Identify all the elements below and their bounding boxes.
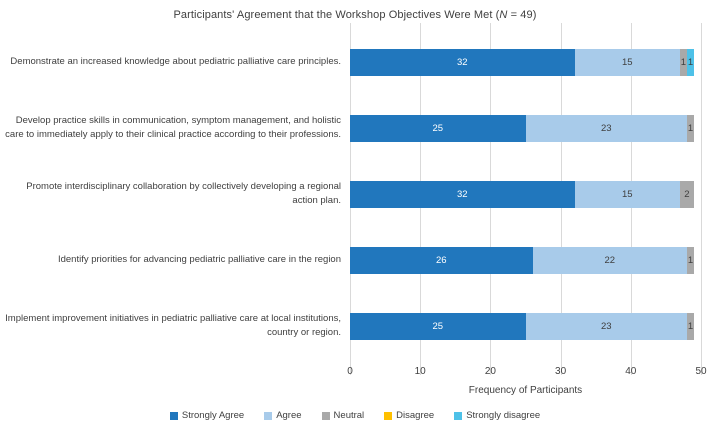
axis-spacer-2 — [0, 382, 350, 396]
bar-segment-strongly-agree: 32 — [350, 48, 575, 76]
bar-track: 25 23 1 — [350, 312, 701, 340]
bar-row: 25 23 1 — [350, 293, 701, 359]
category-label: Promote interdisciplinary collaboration … — [26, 181, 341, 206]
legend-swatch-icon — [384, 411, 393, 420]
bar-row: 25 23 1 — [350, 95, 701, 161]
bar-segment-agree: 15 — [574, 48, 680, 76]
segment-value-label: 22 — [604, 254, 616, 266]
segment-value-label: 1 — [687, 122, 694, 134]
segment-value-label: 1 — [687, 254, 694, 266]
bar-track: 25 23 1 — [350, 114, 701, 142]
segment-value-label: 2 — [684, 188, 690, 200]
segment-value-label: 23 — [600, 122, 612, 134]
legend-label: Neutral — [333, 410, 365, 421]
category-label: Implement improvement initiatives in ped… — [5, 313, 341, 338]
bar-segment-agree: 15 — [574, 180, 680, 208]
bar-segment-agree: 23 — [525, 312, 687, 340]
bars-container: 32 15 1 1 25 23 1 32 15 2 26 22 1 25 23 1 — [350, 29, 701, 359]
x-tick-label: 50 — [695, 366, 707, 377]
segment-value-label: 32 — [457, 56, 468, 68]
legend-swatch-icon — [454, 411, 463, 420]
chart-title: Participants' Agreement that the Worksho… — [0, 0, 710, 21]
legend-label: Agree — [276, 410, 302, 421]
category-label: Demonstrate an increased knowledge about… — [10, 56, 341, 68]
gridline — [701, 23, 702, 375]
bar-segment-strongly-agree: 25 — [350, 114, 526, 142]
legend-swatch-icon — [321, 411, 330, 420]
bar-row: 26 22 1 — [350, 227, 701, 293]
bar-segment-neutral: 2 — [679, 180, 694, 208]
axis-spacer — [0, 359, 350, 382]
chart-body: Demonstrate an increased knowledge about… — [0, 23, 710, 396]
x-tick-label: 30 — [555, 366, 567, 377]
bar-segment-strongly-agree: 26 — [350, 246, 533, 274]
legend-item-agree: Agree — [264, 410, 302, 421]
bar-row: 32 15 2 — [350, 161, 701, 227]
plot-area: 32 15 1 1 25 23 1 32 15 2 26 22 1 25 23 1 — [350, 23, 702, 375]
category-axis-labels: Demonstrate an increased knowledge about… — [0, 29, 350, 359]
chart-title-suffix: = 49) — [507, 9, 537, 21]
bar-segment-strongly-disagree: 1 — [686, 48, 694, 76]
bar-segment-neutral: 1 — [686, 114, 694, 142]
segment-value-label: 25 — [432, 122, 444, 134]
x-axis-tick-labels: 0 10 20 30 40 50 — [347, 366, 706, 382]
legend-item-disagree: Disagree — [384, 410, 434, 421]
chart-title-prefix: Participants' Agreement that the Worksho… — [173, 9, 500, 21]
segment-value-label: 23 — [600, 320, 612, 332]
bar-track: 26 22 1 — [350, 246, 701, 274]
category-label: Develop practice skills in communication… — [5, 115, 341, 140]
category-label: Identify priorities for advancing pediat… — [57, 254, 341, 266]
bar-segment-neutral: 1 — [686, 246, 694, 274]
x-axis-title: Frequency of Participants — [468, 385, 583, 396]
legend-item-strongly-disagree: Strongly disagree — [454, 410, 540, 421]
legend-swatch-icon — [169, 411, 178, 420]
segment-value-label: 1 — [680, 56, 687, 68]
legend-label: Disagree — [396, 410, 435, 421]
legend-swatch-icon — [264, 411, 273, 420]
bar-segment-neutral: 1 — [686, 312, 694, 340]
x-tick-label: 0 — [347, 366, 353, 377]
x-tick-label: 20 — [484, 366, 496, 377]
bar-row: 32 15 1 1 — [350, 29, 701, 95]
segment-value-label: 15 — [621, 188, 633, 200]
bar-segment-agree: 23 — [525, 114, 687, 142]
bar-track: 32 15 1 1 — [350, 48, 701, 76]
legend-item-strongly-agree: Strongly Agree — [169, 410, 245, 421]
bar-segment-neutral: 1 — [679, 48, 687, 76]
bar-segment-strongly-agree: 25 — [350, 312, 526, 340]
segment-value-label: 26 — [435, 254, 447, 266]
bar-track: 32 15 2 — [350, 180, 701, 208]
bar-segment-strongly-agree: 32 — [350, 180, 575, 208]
segment-value-label: 1 — [687, 56, 694, 68]
x-tick-label: 40 — [625, 366, 637, 377]
segment-value-label: 25 — [432, 320, 444, 332]
bar-segment-agree: 22 — [532, 246, 687, 274]
x-tick-label: 10 — [414, 366, 426, 377]
legend-item-neutral: Neutral — [321, 410, 365, 421]
segment-value-label: 32 — [457, 188, 468, 200]
chart-title-n-symbol: N — [499, 9, 508, 21]
segment-value-label: 1 — [687, 320, 694, 332]
legend-label: Strongly disagree — [466, 410, 541, 421]
legend-label: Strongly Agree — [181, 410, 245, 421]
segment-value-label: 15 — [621, 56, 633, 68]
chart-legend: Strongly Agree Agree Neutral Disagree Strong… — [0, 410, 710, 421]
